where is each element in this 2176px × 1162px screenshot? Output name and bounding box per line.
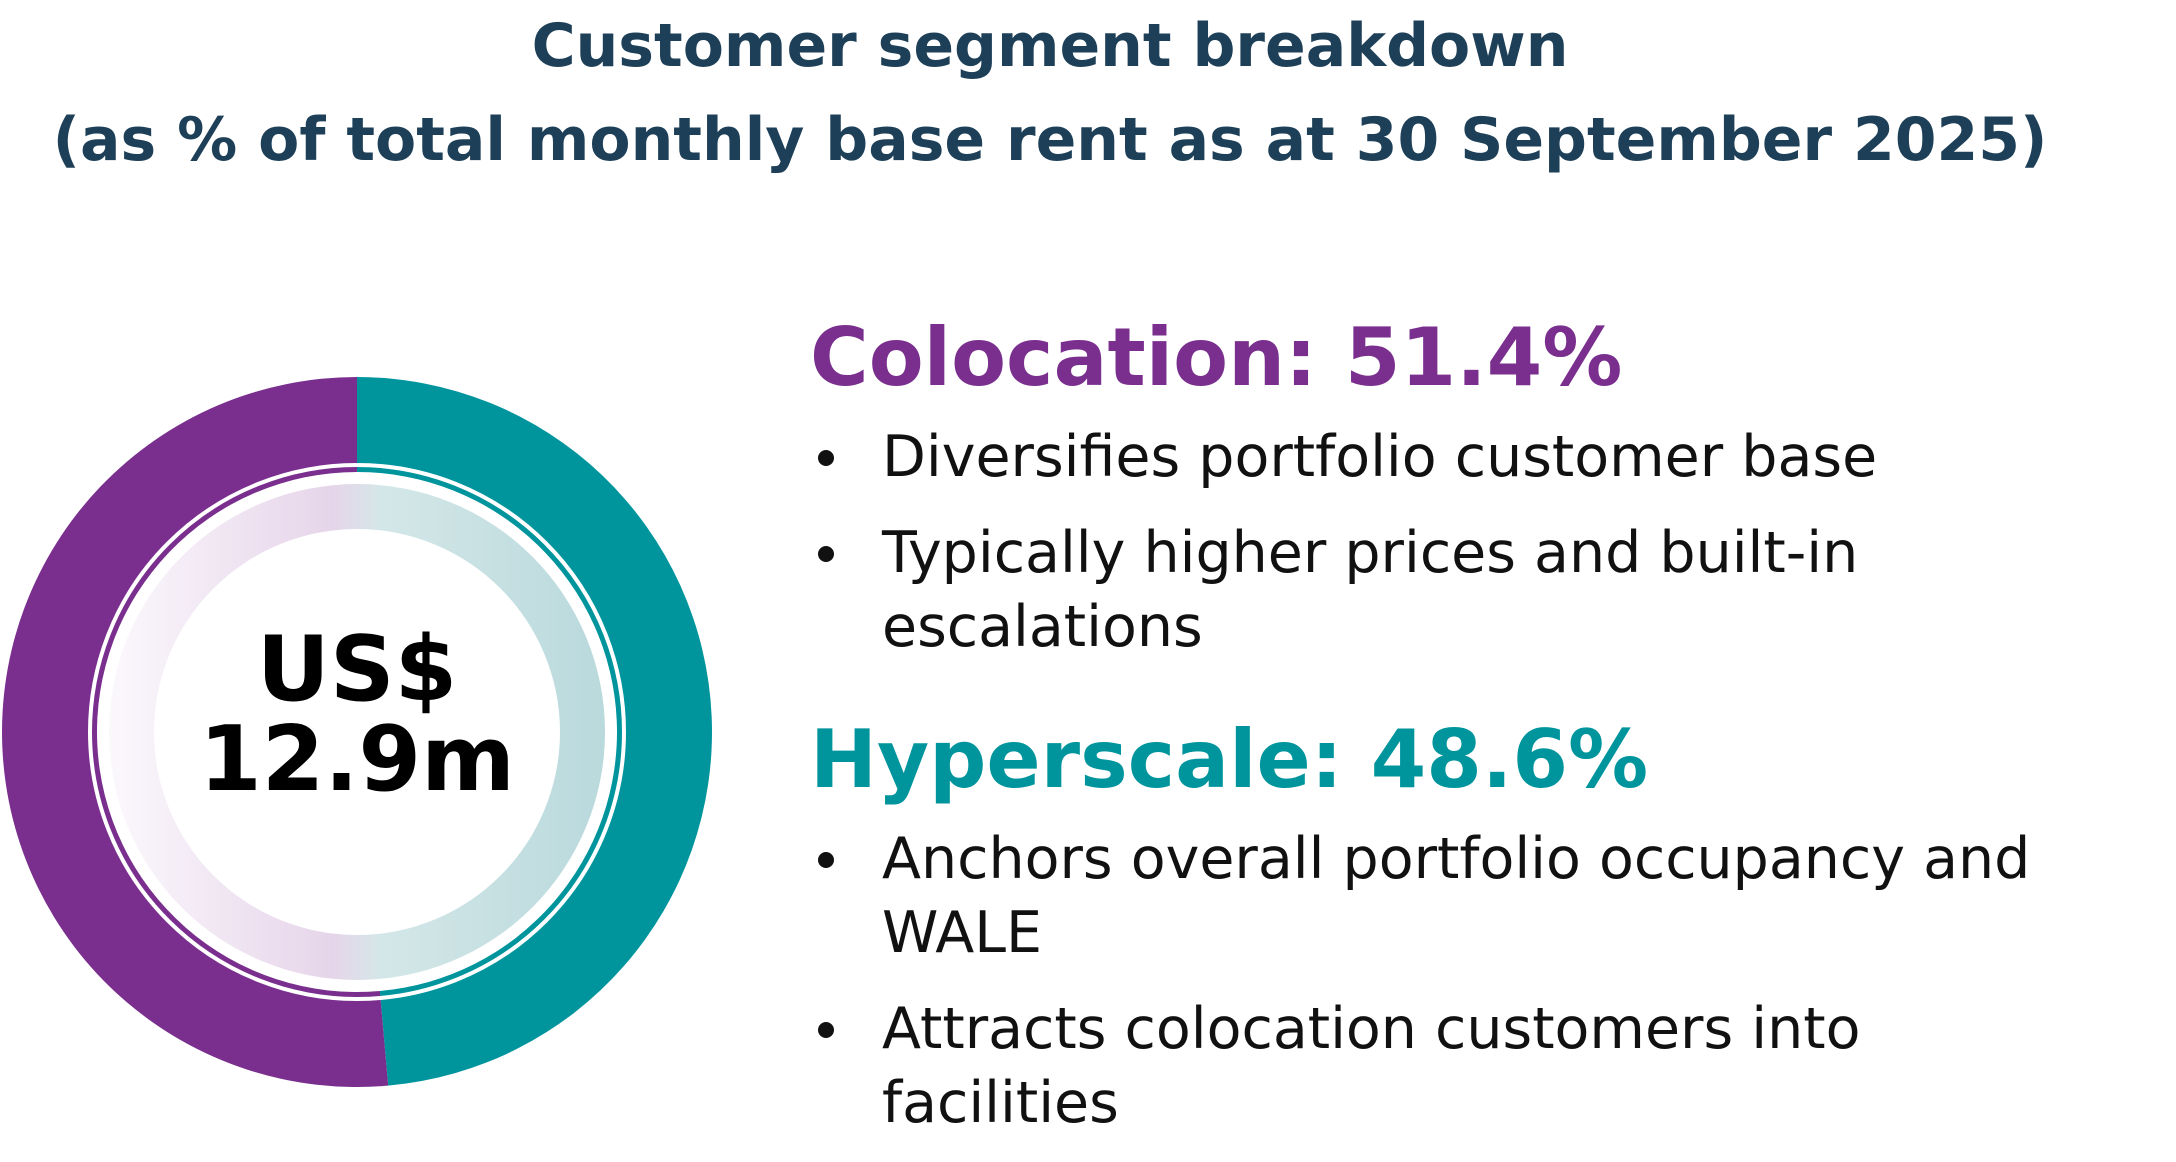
chart-subtitle: (as % of total monthly base rent as at 3… [52,105,2048,175]
pie-slice-colocation [2,377,389,1087]
bullet-icon [818,546,834,562]
bullet-text: Diversifies portfolio customer base [882,424,1878,490]
colocation-heading: Colocation: 51.4% [810,311,1623,404]
list-item: Typically higher prices and built-in esc… [810,516,2110,664]
donut-center [154,529,560,935]
bullet-icon [818,852,834,868]
colocation-bullet-list: Diversifies portfolio customer base Typi… [810,420,2110,686]
bullet-icon [818,450,834,466]
bullet-icon [818,1022,834,1038]
list-item: Diversifies portfolio customer base [810,420,2110,494]
total-value-label: 12.9m [199,707,515,812]
total-currency-label: US$ [256,617,458,722]
hyperscale-heading: Hyperscale: 48.6% [810,713,1649,806]
list-item: Attracts colocation customers into facil… [810,992,2110,1140]
hyperscale-bullet-list: Anchors overall portfolio occupancy and … [810,822,2110,1162]
separator-ring [88,463,626,1001]
chart-title: Customer segment breakdown [531,11,1569,81]
pie-slice-hyperscale [357,377,713,1086]
bullet-text: Attracts colocation customers into facil… [882,996,1861,1136]
bullet-text: Anchors overall portfolio occupancy and … [882,826,2031,966]
list-item: Anchors overall portfolio occupancy and … [810,822,2110,970]
bullet-text: Typically higher prices and built-in esc… [882,520,1859,660]
